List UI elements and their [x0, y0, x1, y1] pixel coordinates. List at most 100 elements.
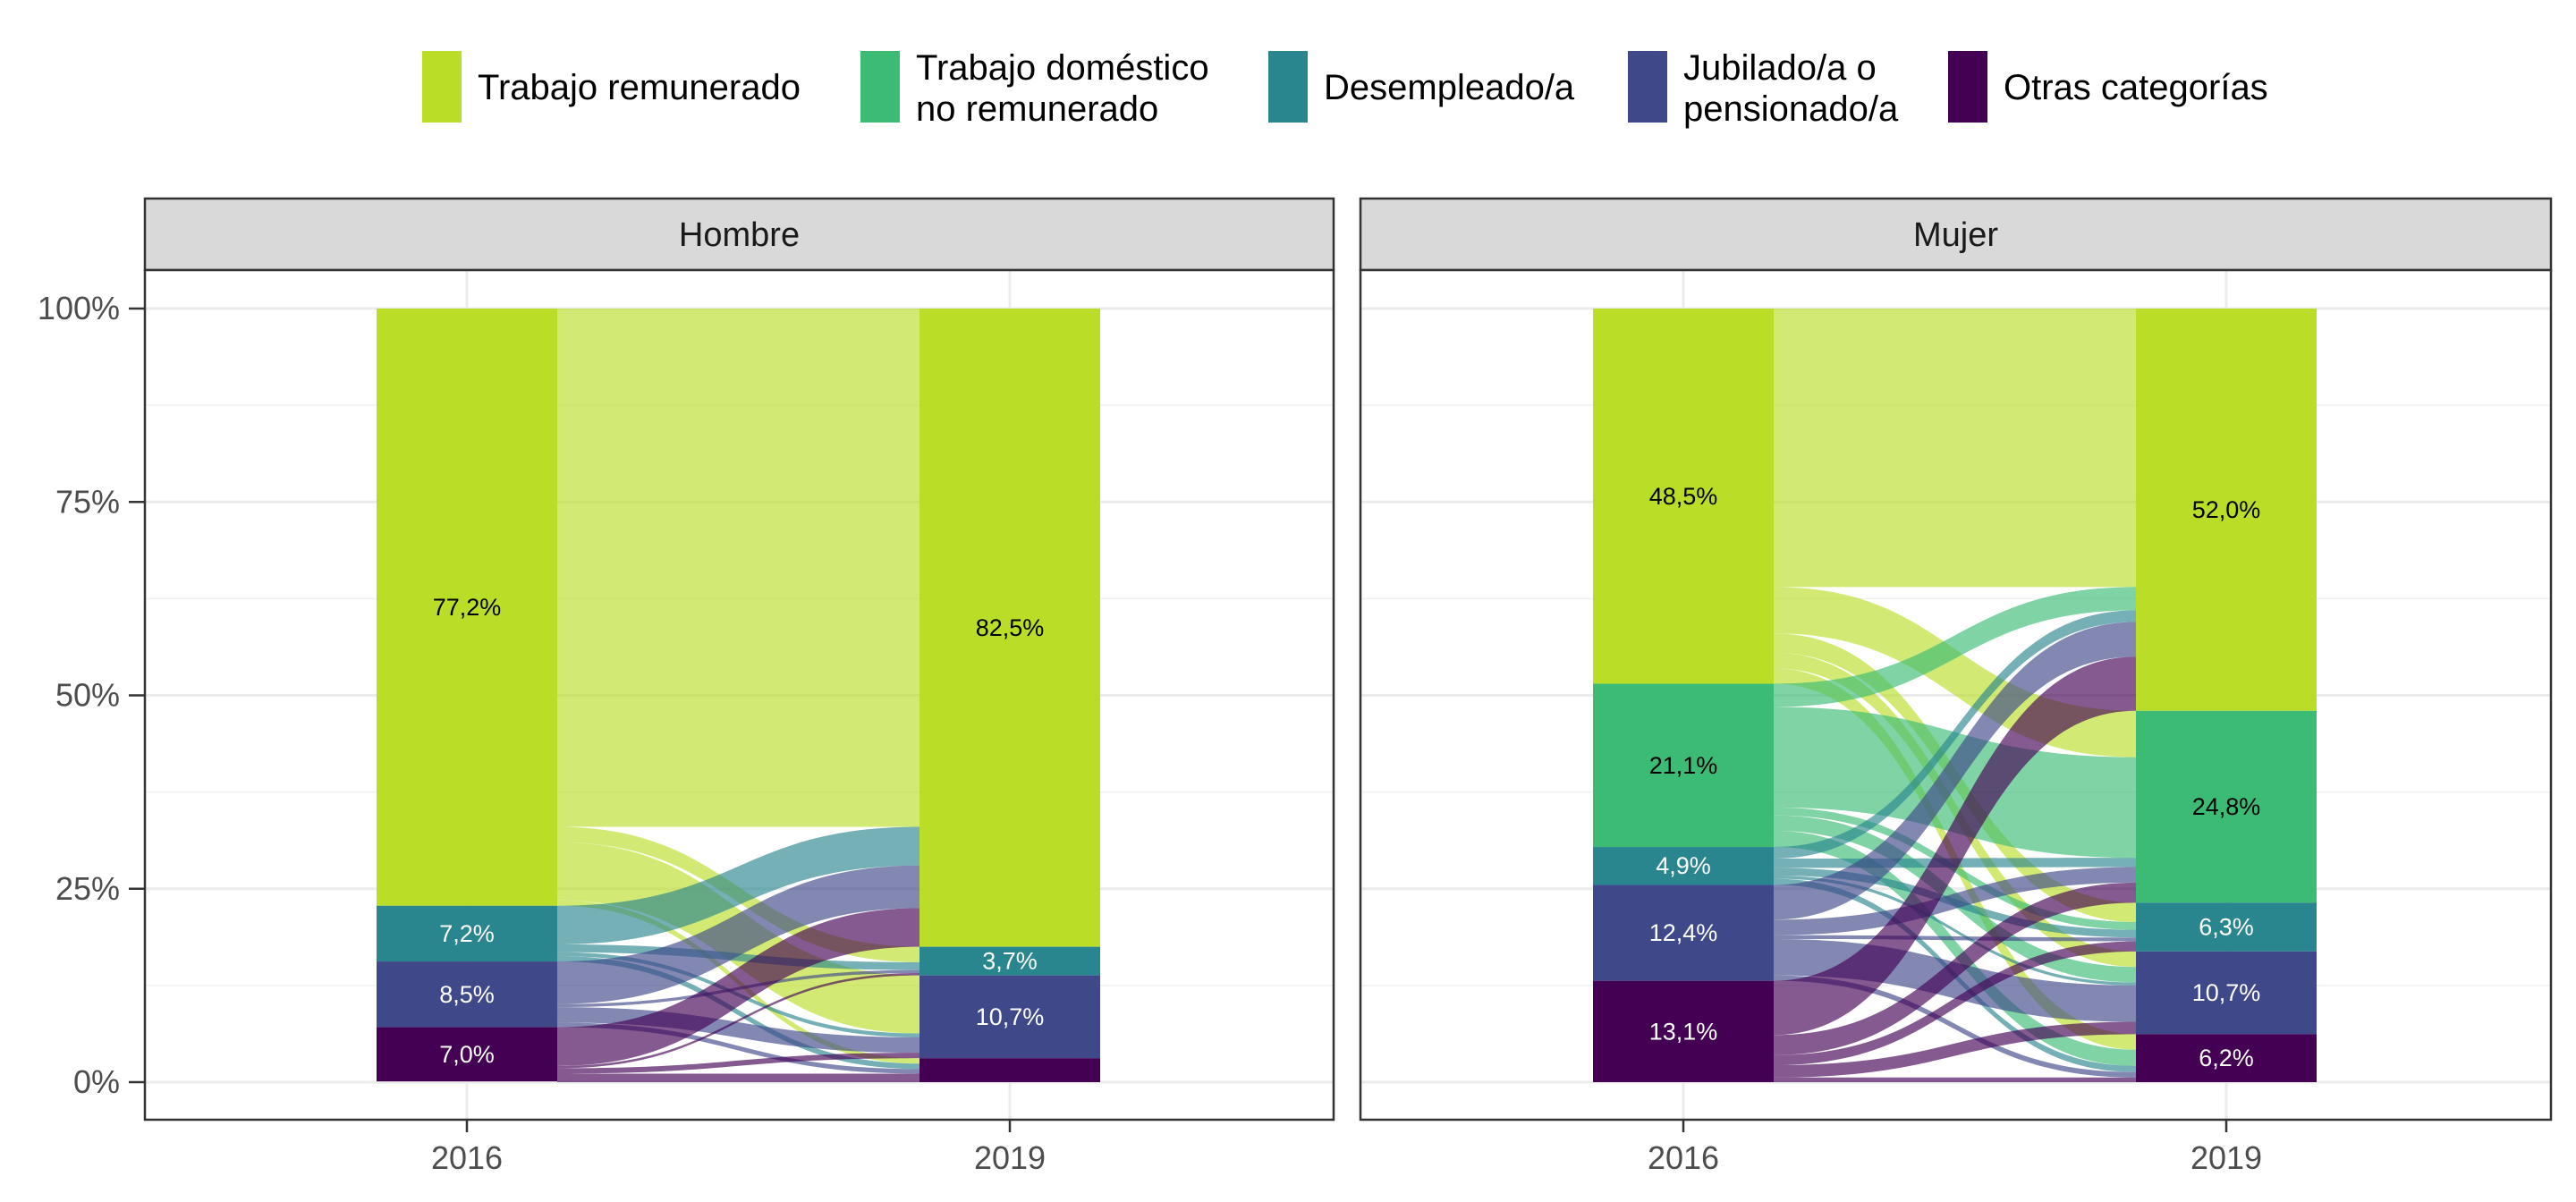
flow-jubilado-to-domestico — [1774, 867, 2136, 935]
flow-desempleado-to-jubilado — [1774, 876, 2136, 986]
flow-otras-to-desempleado — [1774, 941, 2136, 1065]
bar-label-otras: 6,2% — [2199, 1045, 2254, 1071]
legend-swatch-trabajo — [422, 51, 462, 123]
flow-trabajo-to-trabajo — [1774, 309, 2136, 588]
bar-segment-desempleado — [2136, 902, 2317, 952]
legend-item-trabajo: Trabajo remunerado — [422, 51, 801, 123]
bar-label-domestico: 24,8% — [2192, 793, 2261, 820]
flows — [1774, 309, 2136, 1082]
bar-segment-desempleado — [919, 946, 1100, 976]
bar-segment-otras — [919, 1058, 1100, 1082]
legend-item-otras: Otras categorías — [1948, 51, 2268, 123]
legend-label-domestico-line-1: Trabajo doméstico — [916, 48, 1209, 88]
bar-label-trabajo: 48,5% — [1649, 483, 1718, 510]
flow-jubilado-to-desempleado — [1774, 935, 2136, 942]
bar-label-otras: 7,0% — [439, 1041, 495, 1068]
flow-jubilado-to-trabajo — [1774, 622, 2136, 920]
x-tick-label: 2016 — [431, 1139, 503, 1176]
flow-domestico-to-trabajo — [1774, 587, 2136, 707]
legend-label-trabajo: Trabajo remunerado — [478, 68, 801, 107]
stack-2016: 77,2% 7,2% 8,5% 7,0% — [377, 309, 557, 1082]
bar-segment-trabajo — [377, 309, 557, 906]
legend-swatch-otras — [1948, 51, 1987, 123]
bar-label-jubilado: 12,4% — [1649, 919, 1718, 946]
flow-desempleado-to-trabajo — [557, 826, 919, 945]
flow-otras-to-trabajo — [557, 908, 919, 1066]
legend-item-desempleado: Desempleado/a — [1268, 51, 1575, 123]
x-tick-label: 2019 — [2190, 1139, 2262, 1176]
legend-label-jubilado-line-2: pensionado/a — [1683, 89, 1899, 129]
stack-2019: 82,5% 3,7% 10,7% — [919, 309, 1100, 1082]
bar-label-otras: 13,1% — [1649, 1018, 1718, 1045]
bar-segment-desempleado — [1593, 847, 1774, 885]
x-tick-label: 2019 — [974, 1139, 1046, 1176]
legend-label-domestico-line-2: no remunerado — [916, 89, 1158, 129]
flow-otras-to-otras — [557, 1073, 919, 1082]
bar-label-trabajo: 52,0% — [2192, 496, 2261, 523]
bar-label-jubilado: 10,7% — [976, 1003, 1045, 1030]
bar-segment-trabajo — [2136, 309, 2317, 711]
flow-desempleado-to-desempleado — [557, 944, 919, 970]
bar-segment-domestico — [2136, 710, 2317, 903]
legend-label-desempleado: Desempleado/a — [1324, 68, 1575, 107]
bar-label-desempleado: 3,7% — [982, 948, 1038, 975]
flow-otras-to-jubilado — [557, 1053, 919, 1074]
y-tick-label: 75% — [55, 483, 120, 520]
flow-jubilado-to-otras — [557, 1022, 919, 1074]
bar-segment-domestico — [1593, 683, 1774, 848]
bar-label-jubilado: 10,7% — [2192, 979, 2261, 1006]
flows — [557, 309, 919, 1082]
flow-otras-to-jubilado — [1774, 1021, 2136, 1078]
bar-label-trabajo: 77,2% — [433, 594, 502, 621]
bar-segment-otras — [1593, 980, 1774, 1082]
flow-desempleado-to-otras — [557, 956, 919, 1070]
y-axis: 0% 25% 50% 75% 100% — [38, 290, 145, 1100]
stack-2019: 52,0% 24,8% 6,3% 10,7% 6,2% — [2136, 309, 2317, 1082]
legend-swatch-domestico — [860, 51, 900, 123]
bar-segment-trabajo — [1593, 309, 1774, 684]
panels: Hombre 77,2% 7,2% 8,5% 7,0% 82,5% 3,7% 10,7% 201… — [143, 197, 2553, 1176]
y-tick-label: 50% — [55, 677, 120, 714]
panel-mujer: Mujer 48,5% 21,1% 4,9% 12,4% 13,1% 52,0% 24,8% 6… — [1359, 197, 2553, 1176]
bar-segment-jubilado — [919, 975, 1100, 1059]
bar-segment-jubilado — [377, 961, 557, 1028]
panel-strip-label: Mujer — [1913, 216, 1998, 254]
panel-hombre: Hombre 77,2% 7,2% 8,5% 7,0% 82,5% 3,7% 10,7% 201… — [143, 197, 1335, 1176]
panel-strip-label: Hombre — [679, 216, 800, 254]
bar-label-trabajo: 82,5% — [976, 614, 1045, 641]
bar-segment-jubilado — [1593, 885, 1774, 981]
bar-label-desempleado: 4,9% — [1656, 852, 1711, 879]
bar-label-desempleado: 7,2% — [439, 920, 495, 947]
legend-label-otras: Otras categorías — [2004, 68, 2268, 107]
x-tick-label: 2016 — [1648, 1139, 1719, 1176]
flow-desempleado-to-trabajo — [1774, 610, 2136, 859]
bar-segment-otras — [2136, 1034, 2317, 1082]
panel-strip — [143, 197, 1335, 272]
flow-trabajo-to-trabajo — [557, 309, 919, 827]
bar-label-jubilado: 8,5% — [439, 981, 495, 1008]
flow-domestico-to-otras — [1774, 830, 2136, 1066]
flow-jubilado-to-trabajo — [557, 865, 919, 1004]
bar-segment-otras — [377, 1027, 557, 1082]
bar-segment-jubilado — [2136, 951, 2317, 1035]
bar-segment-desempleado — [377, 905, 557, 962]
flow-otras-to-desempleado — [557, 973, 919, 1069]
flow-otras-to-trabajo — [1774, 656, 2136, 1036]
bar-label-desempleado: 6,3% — [2199, 914, 2254, 941]
bar-segment-trabajo — [919, 309, 1100, 947]
bar-label-domestico: 21,1% — [1649, 752, 1718, 779]
legend-swatch-desempleado — [1268, 51, 1308, 123]
flow-jubilado-to-otras — [1774, 975, 2136, 1078]
y-tick-label: 0% — [73, 1063, 120, 1100]
panel-border — [1359, 268, 2553, 1122]
stack-2016: 48,5% 21,1% 4,9% 12,4% 13,1% — [1593, 309, 1774, 1082]
y-tick-label: 100% — [38, 290, 120, 326]
y-tick-label: 25% — [55, 870, 120, 907]
flow-otras-to-domestico — [1774, 882, 2136, 1055]
legend-label-jubilado-line-1: Jubilado/a o — [1683, 48, 1877, 88]
legend-swatch-jubilado — [1628, 51, 1667, 123]
